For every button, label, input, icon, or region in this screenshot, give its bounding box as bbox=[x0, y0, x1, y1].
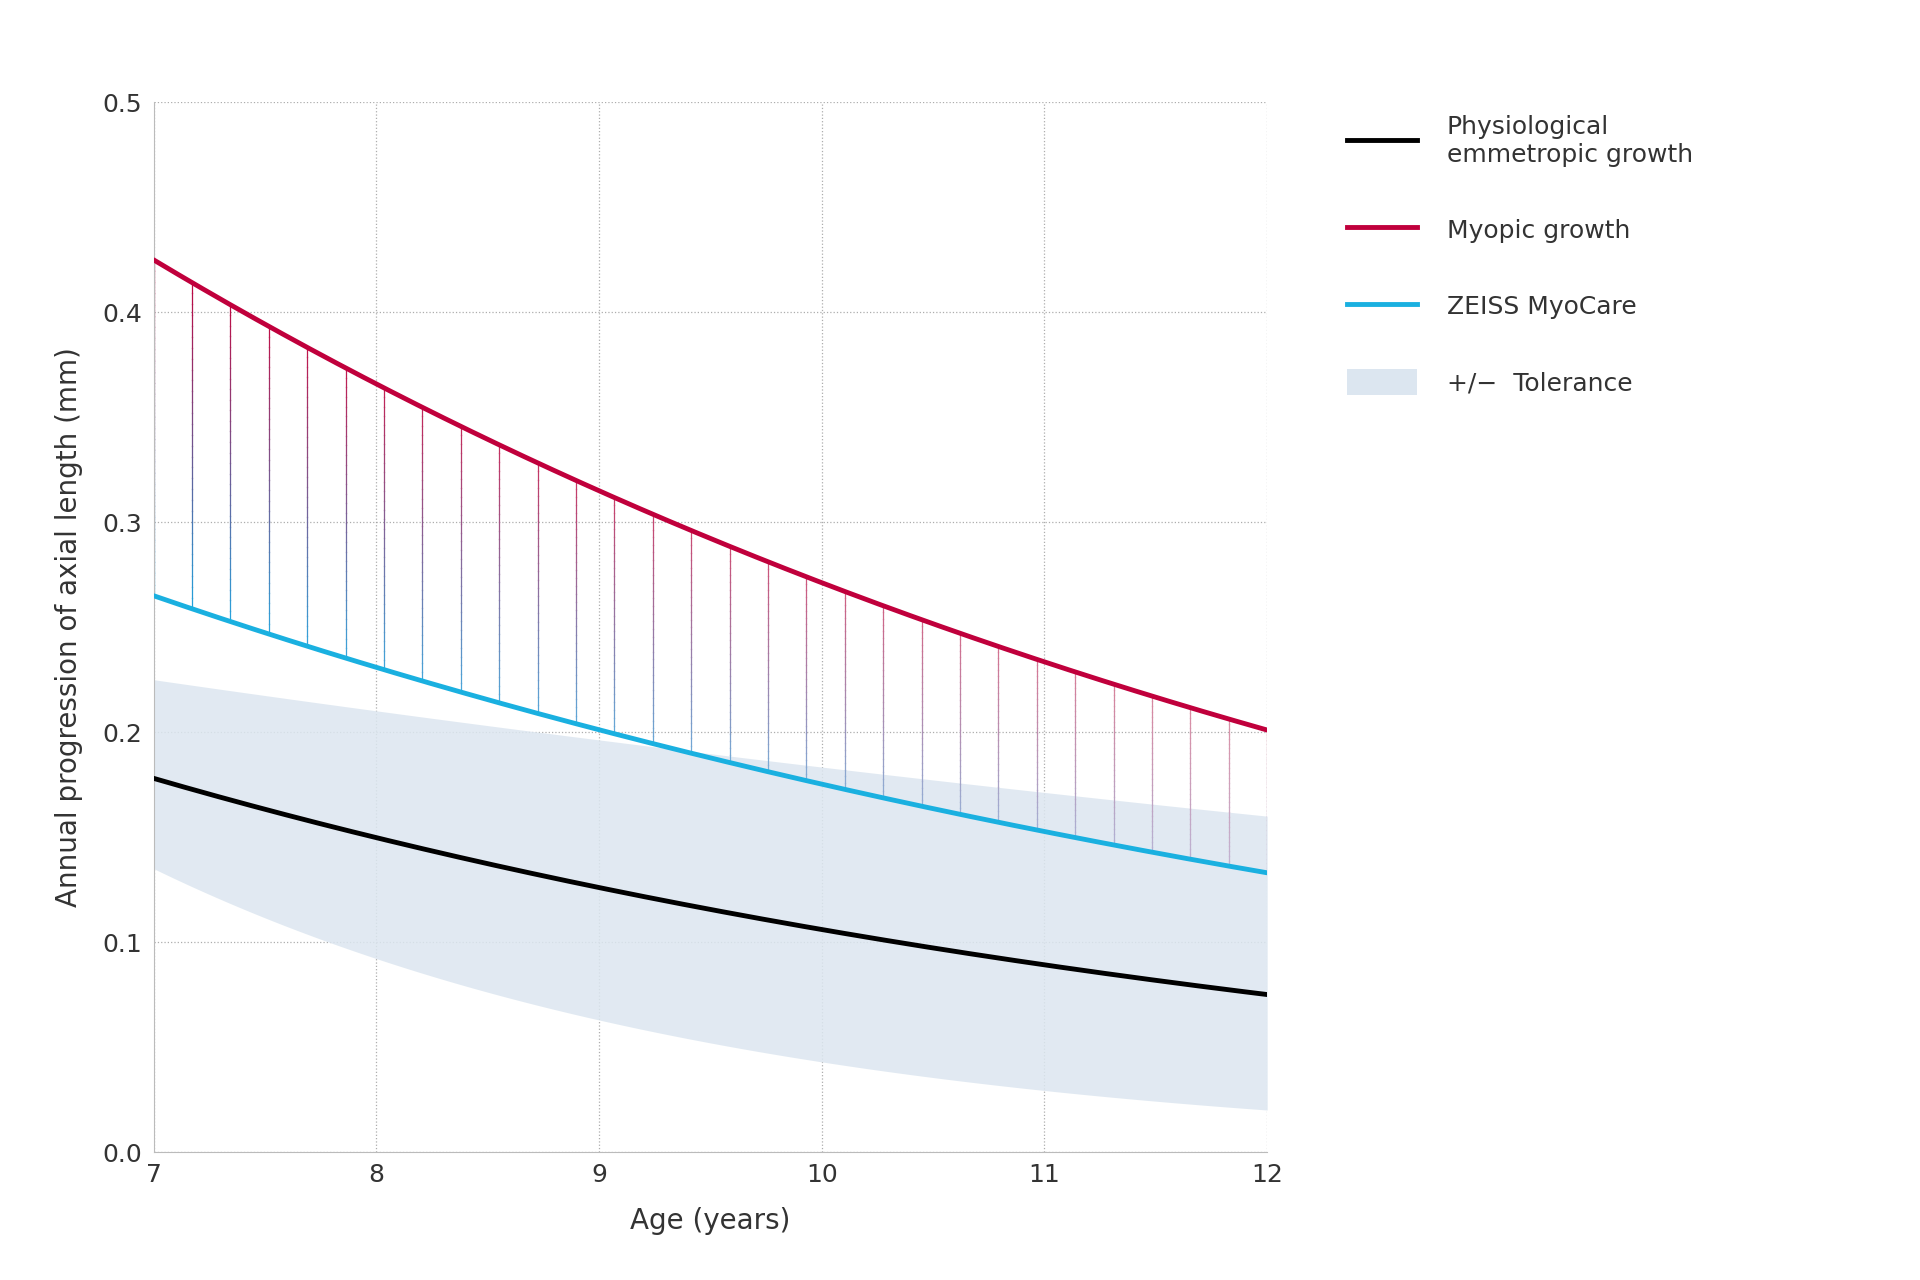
Y-axis label: Annual progression of axial length (mm): Annual progression of axial length (mm) bbox=[56, 347, 83, 908]
Legend: Physiological
emmetropic growth, Myopic growth, ZEISS MyoCare, +/−  Tolerance: Physiological emmetropic growth, Myopic … bbox=[1346, 115, 1693, 396]
X-axis label: Age (years): Age (years) bbox=[630, 1207, 791, 1234]
